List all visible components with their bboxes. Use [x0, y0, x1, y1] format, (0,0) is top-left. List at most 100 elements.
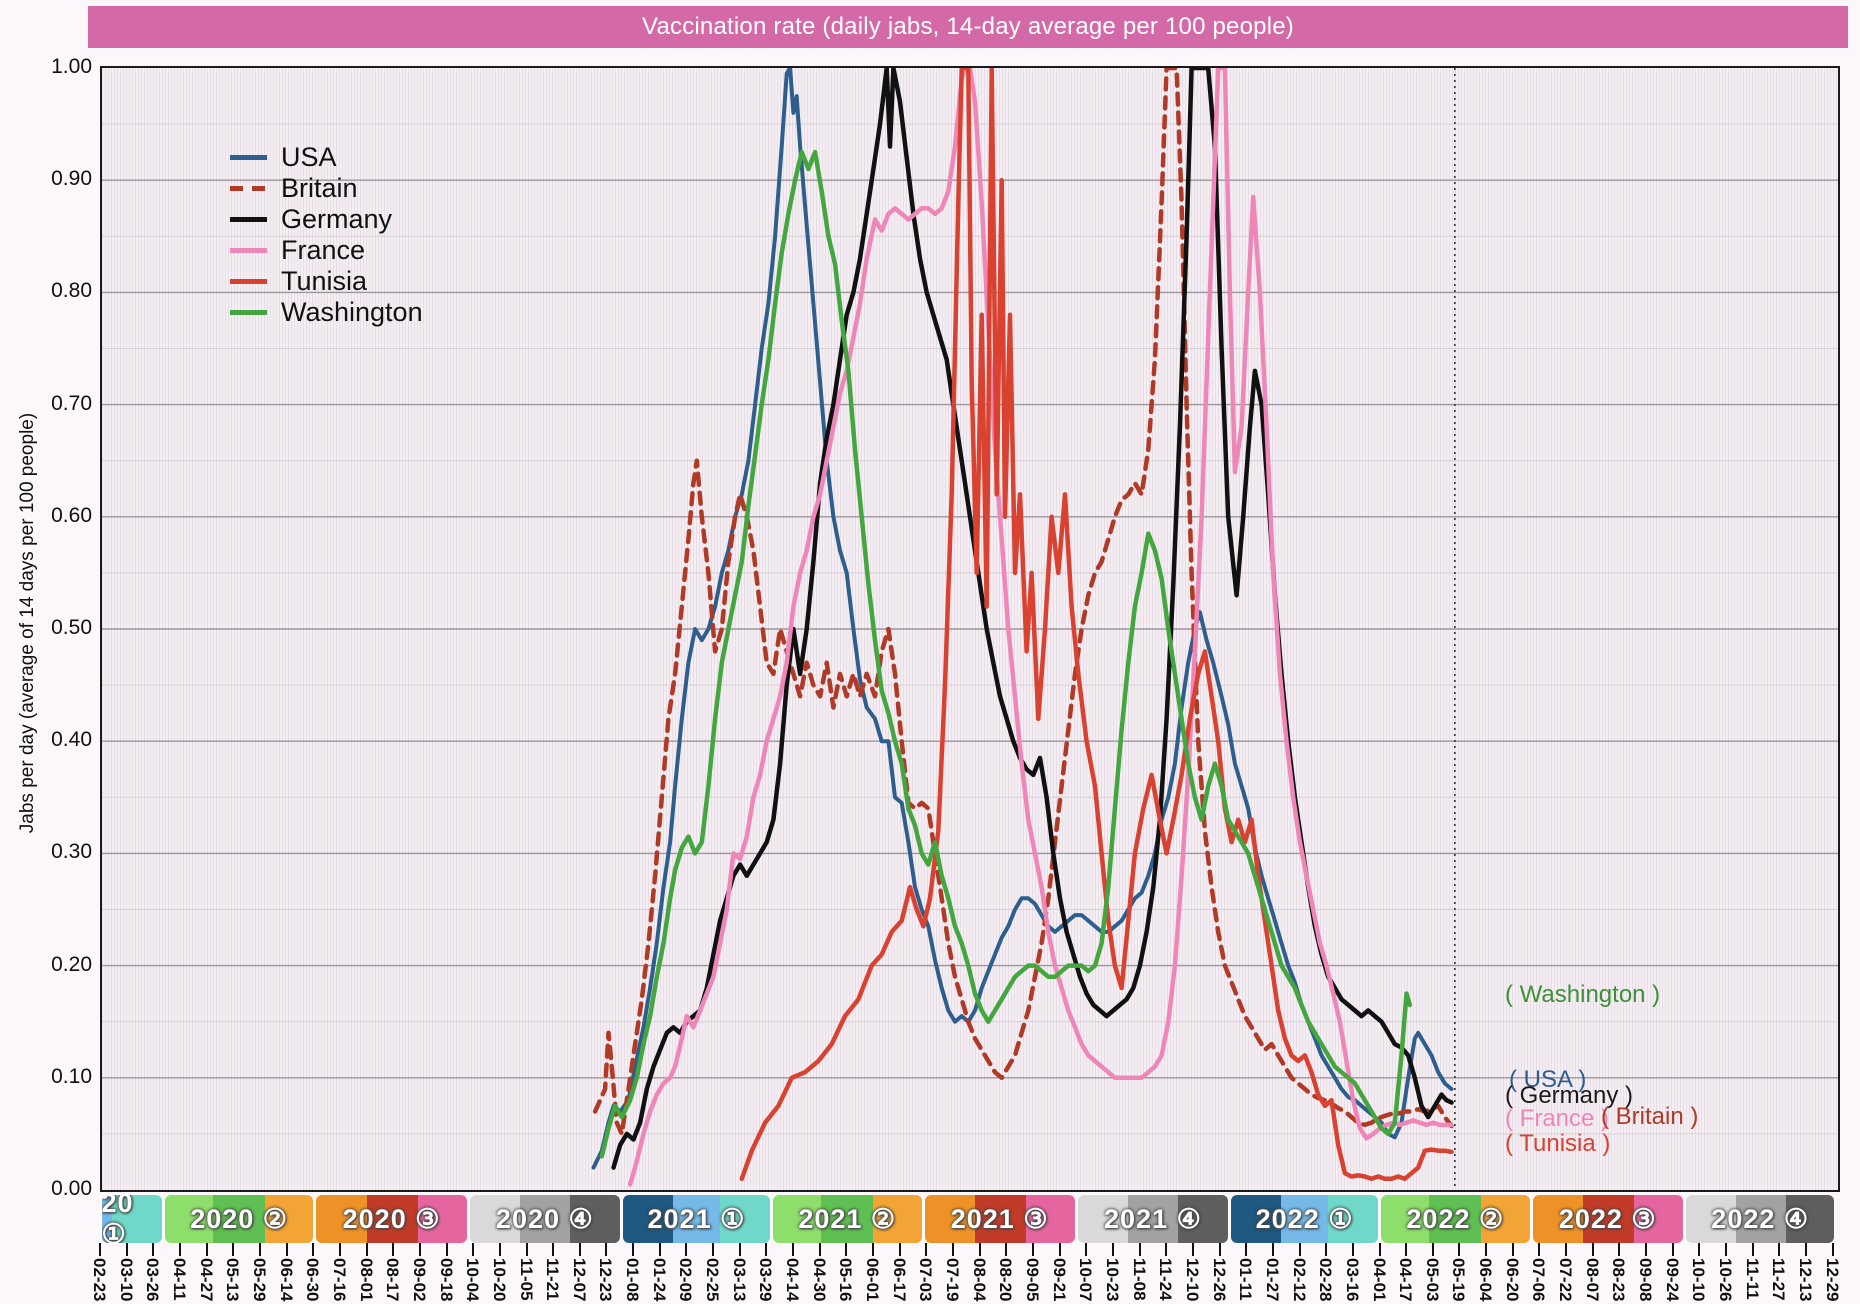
x-tick-mark	[1698, 1243, 1701, 1256]
x-tick-mark	[365, 1243, 368, 1256]
month-segment	[1685, 1195, 1737, 1243]
month-segment	[164, 1195, 214, 1243]
x-tick-mark	[712, 1243, 715, 1256]
legend-label: Tunisia	[281, 266, 368, 296]
legend-swatch-washington	[230, 310, 267, 315]
legend-label: France	[281, 235, 366, 265]
quarter-band-2021-④: 2021 ④	[1077, 1195, 1229, 1243]
x-tick-label: 09-05	[1022, 1258, 1042, 1302]
quarter-band-label: 2020 ④	[495, 1203, 594, 1234]
x-tick-mark	[1778, 1243, 1781, 1256]
quarter-band-2020-②: 2020 ②	[164, 1195, 314, 1243]
quarter-band-2022-②: 2022 ②	[1381, 1195, 1530, 1243]
x-tick-mark	[285, 1243, 288, 1256]
x-tick-mark	[1671, 1243, 1674, 1256]
x-tick-mark	[125, 1243, 128, 1256]
x-tick-label: 07-19	[943, 1258, 962, 1302]
x-tick-label: 10-26	[1716, 1258, 1736, 1302]
legend-label: USA	[281, 142, 337, 172]
x-tick-label: 04-14	[783, 1258, 803, 1302]
x-tick-label: 03-13	[729, 1258, 749, 1302]
x-tick-mark	[525, 1243, 528, 1256]
x-tick-mark	[1405, 1243, 1408, 1256]
x-tick-mark	[1805, 1243, 1807, 1256]
month-segment	[1481, 1195, 1530, 1243]
x-tick-label: 04-17	[1396, 1258, 1416, 1302]
x-tick-label: 12-26	[1209, 1258, 1229, 1302]
x-tick-label: 06-01	[863, 1258, 883, 1302]
y-tick-label: 0.80	[51, 279, 92, 303]
x-tick-mark	[1058, 1243, 1061, 1256]
x-tick-label: 12-10	[1182, 1258, 1202, 1302]
x-tick-mark	[1618, 1243, 1621, 1256]
x-tick-mark	[978, 1243, 981, 1256]
x-tick-label: 06-20	[1502, 1258, 1522, 1302]
x-tick-label: 07-03	[916, 1258, 936, 1302]
legend-label: Britain	[281, 173, 358, 203]
end-label-tunisia: ( Tunisia )	[1505, 1130, 1611, 1157]
x-tick-mark	[99, 1243, 101, 1256]
x-tick-mark	[1591, 1243, 1594, 1256]
x-tick-label: 11-05	[516, 1258, 536, 1301]
x-tick-label: 07-22	[1556, 1258, 1576, 1302]
quarter-band-label: 2022 ②	[1406, 1203, 1505, 1234]
x-tick-label: 02-23	[90, 1258, 109, 1302]
legend: USA Britain Germany France Tunisia Washington	[230, 142, 423, 328]
x-tick-label: 05-29	[249, 1258, 269, 1302]
x-tick-label: 12-07	[569, 1258, 589, 1302]
x-tick-mark	[1245, 1243, 1248, 1256]
x-tick-mark	[1005, 1243, 1008, 1256]
x-tick-mark	[685, 1243, 688, 1256]
x-tick-label: 05-19	[1449, 1258, 1469, 1302]
x-tick-label: 11-24	[1156, 1258, 1176, 1301]
month-segment	[1077, 1195, 1128, 1243]
legend-swatch-usa	[230, 155, 267, 160]
month-segment	[1281, 1195, 1328, 1243]
y-tick-label: 0.50	[51, 616, 92, 639]
y-tick-label: 0.60	[51, 503, 92, 527]
quarter-band-2021-①: 2021 ①	[622, 1195, 770, 1243]
x-axis-area: 20 ① 2020 ② 2020 ③ 2020 ④ 2021 ① 2021 ② 2021 ③…	[90, 1188, 1842, 1304]
x-tick-mark	[738, 1243, 741, 1256]
month-segment	[213, 1195, 265, 1243]
x-tick-label: 09-18	[436, 1258, 456, 1302]
month-segment	[569, 1195, 620, 1243]
quarter-band-2021-③: 2021 ③	[924, 1195, 1075, 1243]
x-tick-label: 09-21	[1049, 1258, 1069, 1302]
x-tick-label: 01-27	[1262, 1258, 1282, 1302]
x-tick-mark	[632, 1243, 635, 1256]
x-tick-mark	[952, 1243, 954, 1256]
chart-title: Vaccination rate (daily jabs, 14-day ave…	[642, 13, 1294, 40]
legend-item-britain: Britain	[230, 173, 423, 204]
month-segment	[264, 1195, 314, 1243]
x-tick-label: 10-04	[463, 1258, 483, 1302]
chart-canvas	[102, 68, 1838, 1190]
month-segment	[1786, 1195, 1835, 1243]
x-tick-label: 01-11	[1236, 1258, 1256, 1301]
quarter-band-2020-④: 2020 ④	[469, 1195, 620, 1243]
x-tick-mark	[1431, 1243, 1434, 1256]
x-tick-label: 10-07	[1076, 1258, 1096, 1302]
x-tick-mark	[312, 1243, 315, 1256]
month-segment	[673, 1195, 720, 1243]
month-segment	[719, 1195, 770, 1243]
x-tick-mark	[792, 1243, 795, 1256]
legend-swatch-france	[230, 248, 267, 253]
legend-swatch-britain	[230, 186, 267, 191]
x-tick-label: 12-29	[1822, 1258, 1842, 1302]
legend-item-france: France	[230, 235, 423, 266]
x-tick-label: 05-13	[223, 1258, 243, 1302]
x-tick-mark	[872, 1243, 875, 1256]
quarter-band-label: 2020 ②	[190, 1203, 288, 1234]
series-line-france	[627, 68, 1454, 1187]
y-tick-label: 0.10	[51, 1064, 92, 1088]
x-tick-mark	[1218, 1243, 1221, 1256]
quarter-band-label: 2021 ①	[647, 1203, 746, 1234]
y-tick-label: 0.40	[51, 728, 92, 752]
x-tick-mark	[418, 1243, 421, 1256]
plot-area: USA Britain Germany France Tunisia Washington…	[100, 66, 1840, 1192]
x-tick-mark	[658, 1243, 661, 1256]
x-tick-mark	[1725, 1243, 1728, 1256]
x-tick-label: 12-23	[596, 1258, 616, 1302]
